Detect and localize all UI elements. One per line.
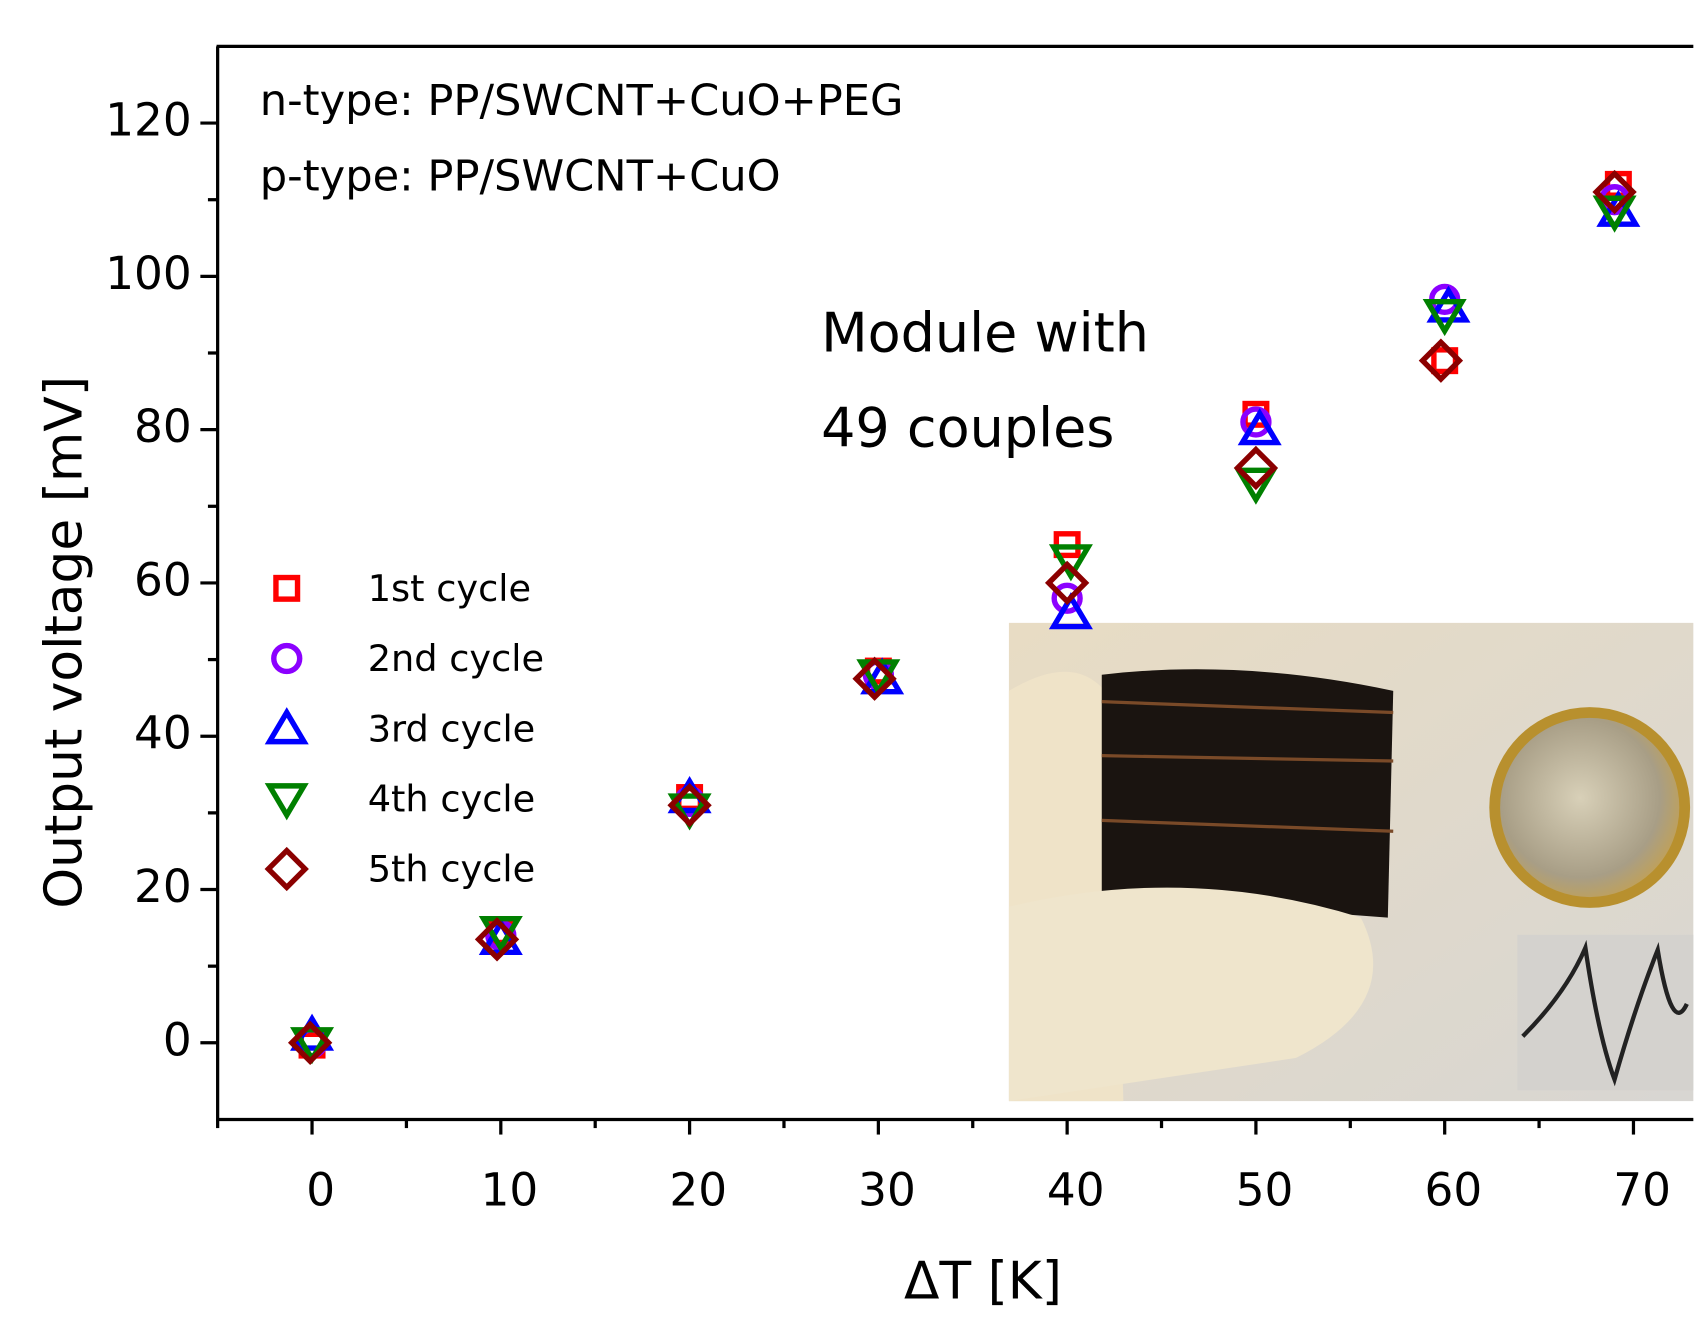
legend-label: 4th cycle xyxy=(368,777,535,820)
marker xyxy=(1048,592,1093,630)
marker xyxy=(1240,406,1272,438)
legend-label: 5th cycle xyxy=(368,848,535,891)
marker xyxy=(474,917,520,962)
x-tick-label: 0 xyxy=(306,1163,335,1216)
x-tick-label: 20 xyxy=(669,1163,727,1216)
photo-inset xyxy=(1008,622,1694,1102)
x-axis-label: ΔT [K] xyxy=(904,1252,1062,1312)
annotation: n-type: PP/SWCNT+CuO+PEG xyxy=(260,76,904,126)
marker xyxy=(1048,544,1093,582)
legend-marker xyxy=(271,642,303,675)
marker xyxy=(287,1020,333,1065)
annotation: 49 couples xyxy=(821,396,1114,459)
x-tick-label: 40 xyxy=(1047,1163,1105,1216)
marker xyxy=(1422,299,1467,337)
marker xyxy=(1051,582,1083,614)
legend-marker xyxy=(264,846,309,892)
legend-label: 1st cycle xyxy=(368,567,531,610)
legend-marker xyxy=(264,707,309,745)
x-tick-label: 60 xyxy=(1424,1163,1482,1216)
marker xyxy=(1592,195,1637,233)
annotation: p-type: PP/SWCNT+CuO xyxy=(260,152,781,202)
y-tick-label: 100 xyxy=(105,247,192,300)
y-tick-label: 20 xyxy=(134,860,192,913)
marker xyxy=(667,783,712,828)
x-tick-label: 10 xyxy=(481,1163,539,1216)
marker xyxy=(1233,445,1279,491)
annotation: Module with xyxy=(821,301,1149,364)
y-tick-label: 60 xyxy=(134,553,192,606)
legend-label: 3rd cycle xyxy=(368,707,536,750)
x-tick-label: 30 xyxy=(858,1163,916,1216)
legend-label: 2nd cycle xyxy=(368,637,544,680)
y-tick-label: 0 xyxy=(163,1013,192,1066)
marker xyxy=(1418,338,1464,383)
x-tick-label: 50 xyxy=(1236,1163,1294,1216)
marker xyxy=(1237,408,1282,446)
y-tick-label: 40 xyxy=(134,707,192,760)
marker xyxy=(852,656,897,701)
x-tick-label: 70 xyxy=(1613,1163,1671,1216)
y-tick-label: 80 xyxy=(134,400,192,453)
legend-marker xyxy=(264,783,309,821)
marker xyxy=(667,793,712,831)
marker xyxy=(1233,467,1278,505)
legend-marker xyxy=(273,574,301,602)
y-axis-label: Output voltage [mV] xyxy=(35,376,95,909)
marker xyxy=(1044,560,1090,606)
y-tick-label: 120 xyxy=(105,94,192,147)
marker xyxy=(1592,169,1637,215)
